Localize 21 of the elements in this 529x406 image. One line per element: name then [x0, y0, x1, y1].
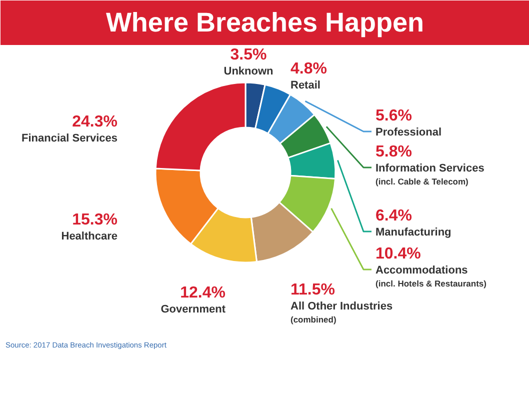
slice-label: Professional: [376, 126, 442, 138]
slice-label: Government: [160, 304, 226, 316]
data-label: 15.3%: [72, 212, 118, 228]
data-label: 4.8%: [290, 60, 327, 78]
slice-label: Accommodations (incl. Hotels & Restaurants): [376, 264, 487, 288]
slice-label: Healthcare: [61, 230, 118, 242]
data-label: 12.4%: [180, 284, 226, 302]
slice-label: Retail: [290, 80, 320, 92]
data-label: 3.5%: [230, 46, 267, 64]
slice-label: Manufacturing: [376, 226, 452, 238]
slice-label: Information Services (incl. Cable & Telecom): [376, 162, 484, 186]
chart-title: Where Breaches Happen: [106, 8, 424, 38]
data-label: 11.5%: [290, 282, 335, 298]
data-label: 6.4%: [376, 208, 412, 224]
slice-label: All Other Industries (combined): [290, 300, 393, 324]
data-label: 5.6%: [376, 108, 412, 124]
data-label: 10.4%: [376, 246, 421, 262]
slice-label: Unknown: [224, 66, 274, 78]
slice-label: Financial Services: [22, 132, 118, 144]
data-label: 5.8%: [376, 144, 412, 160]
data-label: 24.3%: [72, 114, 118, 130]
